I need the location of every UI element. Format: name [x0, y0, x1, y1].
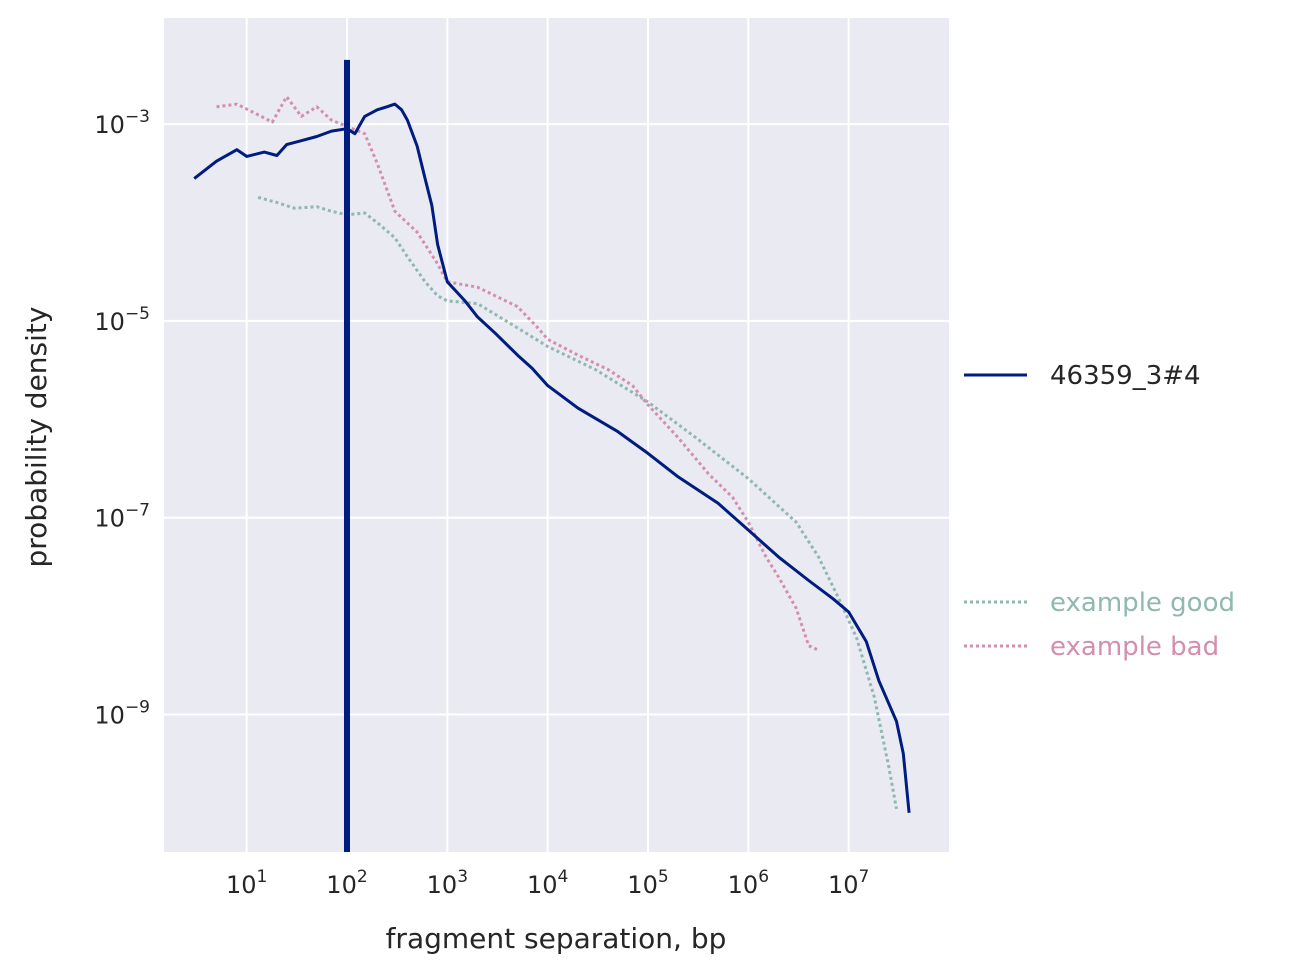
x-tick-labels: 101 102 103 104 105 106 107: [226, 867, 869, 899]
x-tick-label: 105: [627, 867, 668, 899]
legend-label-46359: 46359_3#4: [1050, 361, 1201, 391]
legend-label-example-bad: example bad: [1050, 632, 1219, 662]
x-tick-label: 103: [427, 867, 468, 899]
x-tick-label: 107: [828, 867, 869, 899]
plot-area-background: [164, 18, 949, 852]
y-tick-label: 10−7: [94, 501, 150, 533]
legend-label-example-good: example good: [1050, 588, 1235, 618]
x-tick-label: 104: [527, 867, 568, 899]
y-axis-label: probability density: [20, 307, 53, 568]
series-layer: [193, 59, 911, 852]
series-line-46359-3-4: [193, 102, 911, 813]
y-tick-label: 10−3: [94, 107, 150, 139]
x-tick-label: 101: [226, 867, 267, 899]
y-tick-label: 10−5: [94, 304, 150, 336]
x-axis-label: fragment separation, bp: [386, 922, 727, 955]
y-tick-labels: 10−3 10−5 10−7 10−9: [94, 107, 150, 729]
series-line-example-good: [257, 195, 898, 810]
x-tick-label: 102: [326, 867, 367, 899]
y-tick-label: 10−9: [94, 697, 150, 729]
legend-primary: 46359_3#4: [964, 361, 1201, 391]
series-line-example-bad: [216, 95, 820, 652]
legend-examples: example good example bad: [964, 588, 1235, 662]
x-tick-label: 106: [728, 867, 769, 899]
